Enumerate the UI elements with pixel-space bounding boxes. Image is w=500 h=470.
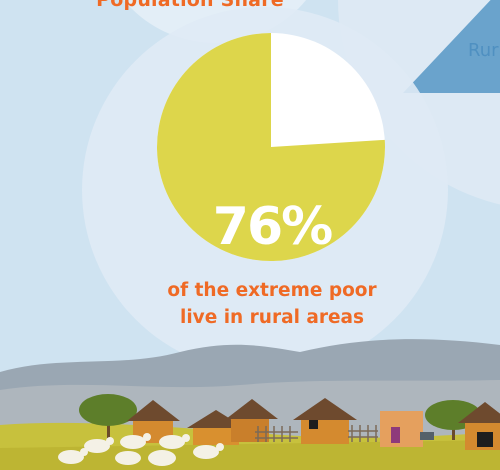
sheep-herd	[58, 433, 224, 466]
population-share-title: Population Share	[96, 0, 284, 11]
rural-share-pie	[157, 33, 386, 261]
pie-slice-rural	[157, 33, 386, 261]
hut-4	[293, 398, 357, 444]
tree-left	[79, 394, 137, 440]
rural-label: Rur	[468, 40, 499, 61]
caption-line-1: of the extreme poor	[167, 280, 377, 301]
building-pink	[380, 411, 434, 447]
rural-triangle-shape	[403, 0, 500, 93]
caption-line-2: live in rural areas	[179, 307, 364, 328]
rural-poor-caption: of the extreme poor live in rural areas	[130, 277, 414, 331]
rural-percent-value: 76%	[212, 197, 333, 257]
hut-5	[458, 402, 500, 450]
fence	[255, 425, 378, 442]
